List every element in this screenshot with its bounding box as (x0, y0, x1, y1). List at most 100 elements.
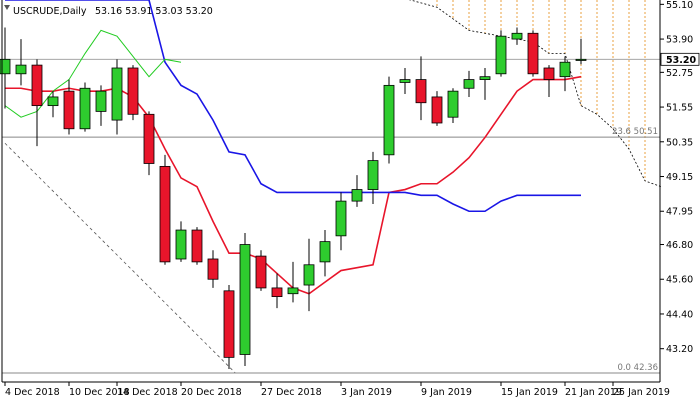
candle-body (447, 90, 459, 118)
candle (351, 175, 363, 207)
candle (415, 56, 427, 121)
candle-body (271, 287, 283, 298)
candle (15, 39, 27, 86)
cloud-vertical-lines (408, 0, 662, 188)
candle (255, 250, 267, 291)
candle (575, 38, 587, 65)
candle-body (15, 64, 27, 75)
candle-body (527, 32, 539, 75)
fib-level-label: 23.6 50.51 (612, 127, 658, 137)
candle (527, 30, 539, 77)
candle (463, 70, 475, 97)
candle-body (543, 67, 555, 80)
x-tick-label: 4 Dec 2018 (5, 387, 60, 398)
candle-body (175, 229, 187, 260)
x-tick-label: 15 Jan 2019 (501, 387, 558, 398)
candle-body (79, 87, 91, 130)
y-tick-label: 50.35 (666, 137, 693, 148)
candle (47, 91, 59, 118)
candle-body (495, 35, 507, 75)
candle (287, 261, 299, 303)
candle-body (143, 113, 155, 164)
cloud-upper-line (408, 0, 662, 188)
y-tick-label: 51.55 (666, 103, 693, 114)
candle (559, 56, 571, 92)
candle (223, 285, 235, 369)
candle (383, 76, 395, 164)
trend-dashed-line (4, 142, 236, 374)
candle-body (31, 64, 43, 107)
symbol-marker-icon (4, 5, 10, 10)
candle (207, 250, 219, 288)
candle-body (383, 84, 395, 156)
candle-body (111, 67, 123, 121)
y-tick-label: 52.75 (666, 68, 693, 79)
candle-body (367, 160, 379, 190)
blue-ma-line (5, 0, 581, 213)
candle (367, 151, 379, 205)
candle-body (303, 264, 315, 286)
candle-body (319, 241, 331, 263)
x-tick-label: 20 Dec 2018 (181, 387, 242, 398)
candle-body (351, 189, 363, 202)
chart-header: USCRUDE,Daily 53.16 53.91 53.03 53.20 (4, 5, 213, 17)
y-tick-label: 45.60 (666, 275, 693, 286)
candle (271, 273, 283, 309)
candle-body (511, 32, 523, 40)
candle-body (239, 244, 251, 355)
candle-body (399, 79, 411, 83)
candle (95, 85, 107, 126)
candle (79, 82, 91, 132)
candle (127, 65, 139, 121)
candle-body (431, 96, 443, 124)
candle (143, 111, 155, 176)
candle (63, 79, 75, 135)
y-tick-label: 46.80 (666, 240, 693, 251)
candle (511, 27, 523, 45)
x-tick-label: 27 Dec 2018 (261, 387, 322, 398)
current-price-label: 53.20 (666, 55, 696, 66)
candle-body (63, 90, 75, 130)
y-tick-label: 49.15 (666, 172, 693, 183)
indicator-lines (4, 0, 582, 295)
candle (431, 91, 443, 126)
fib-level-label: 0.0 42.36 (617, 363, 658, 373)
candle (479, 68, 491, 100)
symbol-label: USCRUDE,Daily (13, 6, 87, 17)
candle-body (0, 58, 11, 75)
candle-body (159, 165, 171, 263)
fibonacci-levels: 23.6 50.51 0.0 42.36 (2, 58, 660, 374)
candle (447, 88, 459, 123)
y-tick-label: 47.95 (666, 207, 693, 218)
candle-body (95, 90, 107, 112)
candle (159, 154, 171, 265)
candle (31, 59, 43, 147)
candle (495, 30, 507, 77)
candle-body (255, 255, 267, 289)
y-tick-label: 55.10 (666, 0, 693, 11)
x-tick-label: 25 Jan 2019 (613, 387, 670, 398)
candle (303, 238, 315, 312)
candle (191, 227, 203, 265)
x-tick-label: 21 Jan 2019 (565, 387, 622, 398)
y-tick-label: 53.90 (666, 35, 693, 46)
x-tick-label: 10 Dec 2018 (69, 387, 130, 398)
candle-body (559, 61, 571, 78)
ohlc-label: 53.16 53.91 53.03 53.20 (95, 6, 213, 17)
candle (239, 232, 251, 367)
candle-body (415, 79, 427, 104)
candle-body (127, 67, 139, 115)
x-tick-label: 9 Jan 2019 (421, 387, 472, 398)
candle-body (463, 79, 475, 89)
candle-body (335, 200, 347, 237)
current-price-box (660, 52, 700, 66)
green-line-line (4, 29, 182, 118)
candle (111, 59, 123, 135)
y-tick-label: 43.20 (666, 344, 693, 355)
candle-body (287, 287, 299, 295)
x-tick-label: 14 Dec 2018 (117, 387, 178, 398)
y-tick-label: 44.40 (666, 309, 693, 320)
